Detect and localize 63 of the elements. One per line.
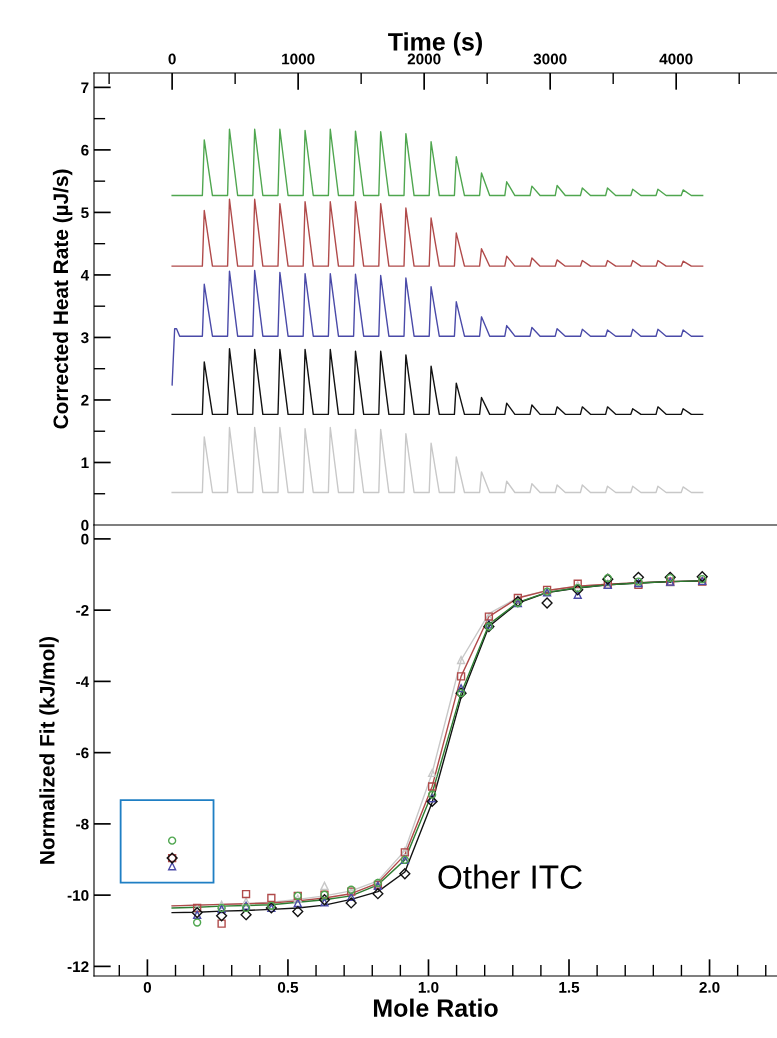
point — [541, 597, 553, 609]
annotation: Other ITC — [438, 864, 582, 889]
x-tick-label: 0.5 — [277, 981, 299, 993]
x-tick-label: 3000 — [533, 53, 567, 65]
y-axis-title: Normalized Fit (kJ/mol) — [39, 636, 59, 864]
point — [267, 893, 276, 903]
x-tick-label: 0 — [168, 53, 176, 65]
y-tick-label: 1 — [81, 457, 89, 469]
point — [241, 897, 251, 906]
point — [427, 782, 437, 791]
point — [456, 655, 466, 665]
point — [192, 910, 202, 919]
line-series — [171, 348, 704, 416]
point — [426, 795, 438, 808]
line-series — [171, 269, 704, 386]
y-tick-label: -6 — [76, 747, 89, 759]
y-axis-title: Corrected Heat Rate (µJ/s) — [52, 169, 73, 429]
point — [167, 862, 177, 871]
point — [320, 881, 329, 891]
x-axis-title: Mole Ratio — [373, 998, 498, 1017]
y-tick-label: 0 — [81, 533, 89, 545]
point — [216, 910, 228, 922]
point — [427, 768, 437, 778]
point — [240, 909, 252, 921]
y-tick-label: 3 — [80, 332, 89, 344]
x-tick-label: 1.0 — [418, 981, 439, 993]
point — [320, 898, 329, 907]
y-tick-label: 0 — [81, 519, 89, 531]
y-tick-label: -4 — [76, 676, 90, 687]
y-tick-label: 4 — [80, 269, 90, 281]
x-tick-label: 4000 — [659, 53, 693, 65]
y-tick-label: -12 — [67, 961, 89, 972]
point — [167, 836, 177, 845]
point — [632, 571, 645, 583]
point — [192, 918, 202, 927]
point — [217, 900, 226, 909]
x-tick-label: 1.5 — [559, 982, 580, 993]
point — [399, 868, 411, 880]
y-tick-label: 6 — [81, 144, 89, 156]
point — [427, 790, 437, 799]
y-tick-label: -10 — [67, 890, 89, 901]
y-tick-label: 2 — [81, 394, 89, 406]
point — [427, 794, 437, 803]
point — [345, 897, 357, 909]
point — [241, 889, 251, 899]
y-tick-label: 7 — [81, 82, 89, 93]
y-tick-label: -8 — [76, 818, 89, 830]
y-tick-label: 5 — [81, 207, 89, 219]
point — [217, 919, 226, 928]
point — [347, 892, 356, 902]
point — [293, 898, 302, 908]
line-series — [171, 128, 704, 197]
line-series — [171, 198, 704, 267]
point — [456, 683, 466, 693]
x-tick-label: 2.0 — [699, 981, 720, 993]
y-tick-label: -2 — [76, 605, 89, 616]
x-tick-label: 1000 — [282, 53, 315, 65]
point — [292, 905, 304, 918]
point — [372, 888, 384, 900]
point — [456, 672, 466, 681]
line-series — [171, 426, 704, 494]
point — [573, 590, 582, 599]
x-tick-label: 0 — [143, 981, 152, 993]
